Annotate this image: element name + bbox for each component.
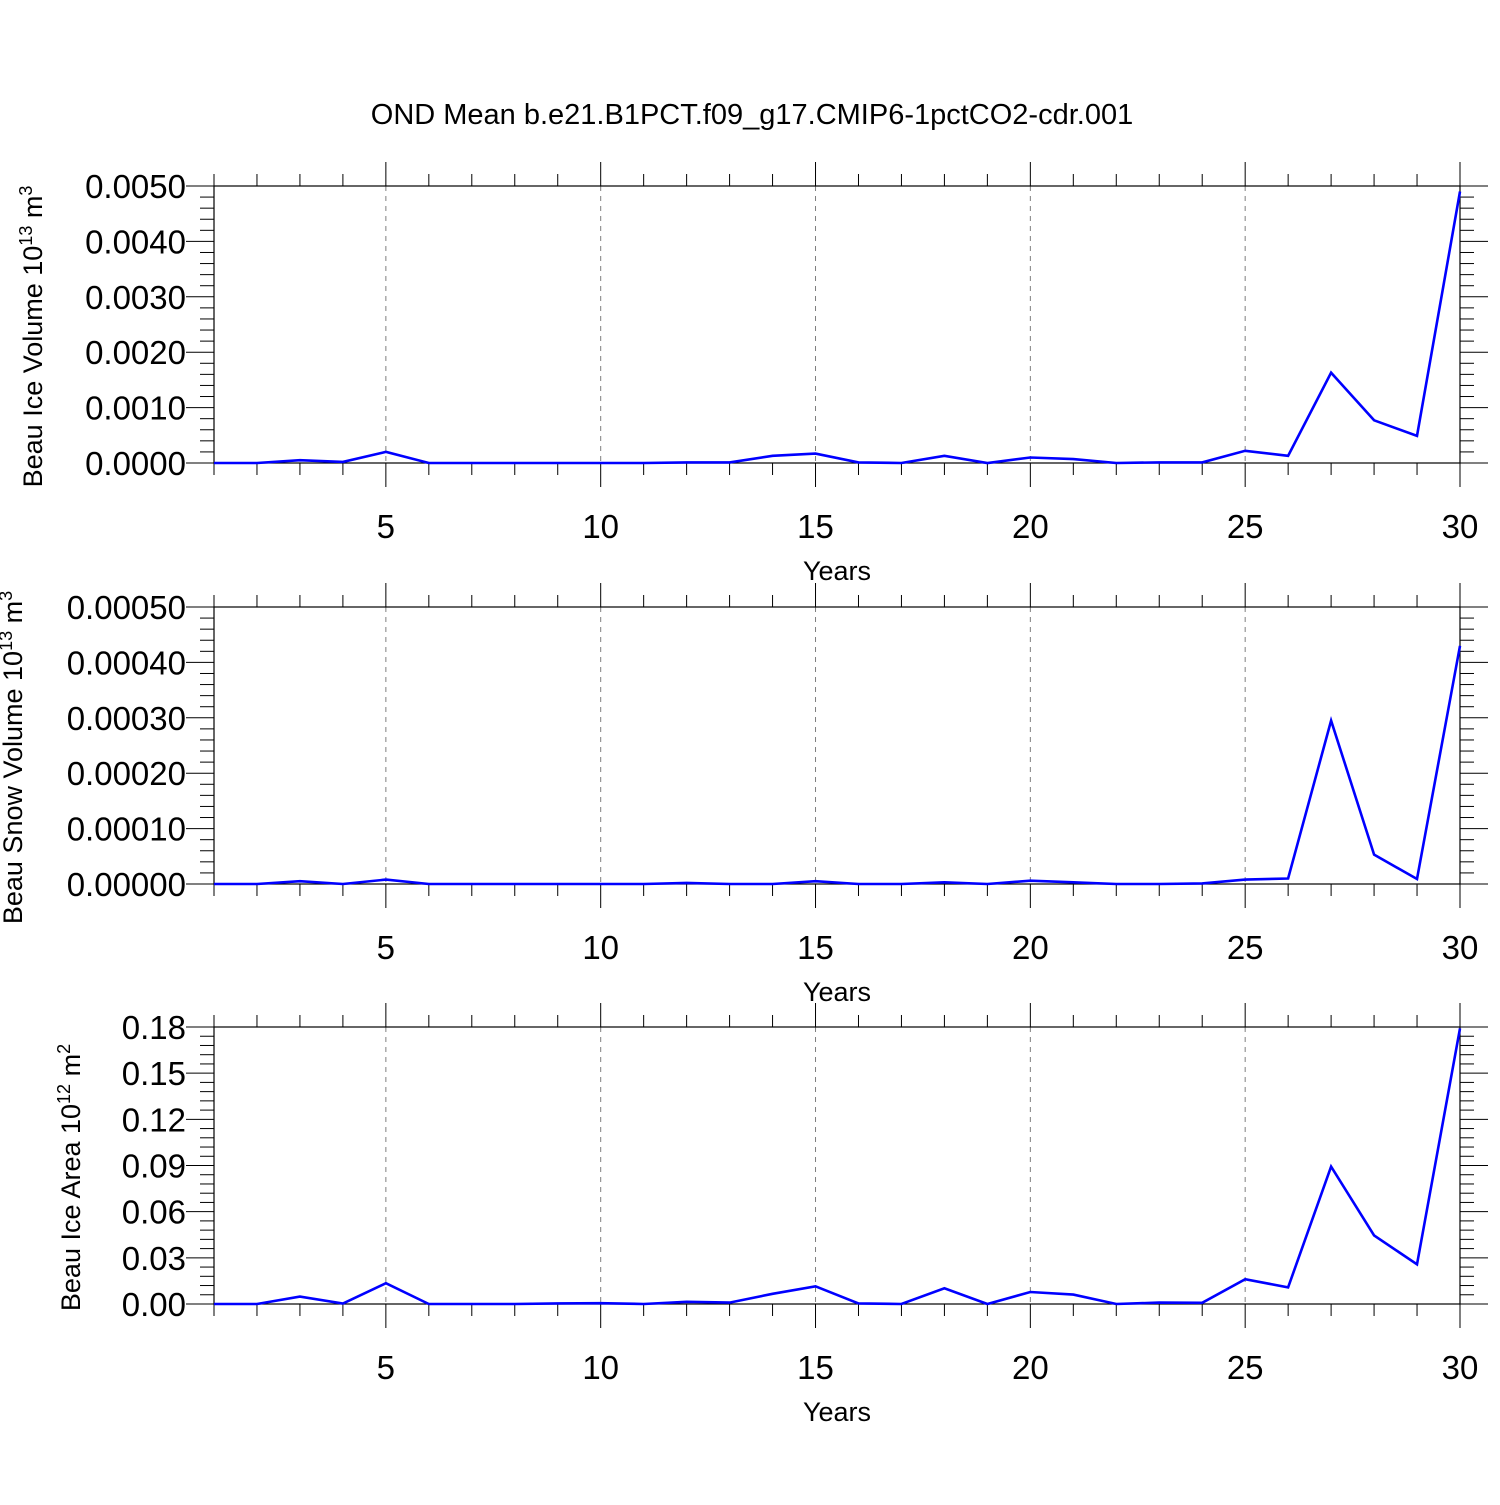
series-line [214, 1028, 1462, 1306]
y-axis-label-text: Beau Ice Volume 10 [18, 246, 48, 488]
y-tick-label: 0.09 [122, 1148, 186, 1185]
y-axis-label-unit-exponent: 3 [16, 186, 36, 196]
y-tick-label: 0.00 [122, 1286, 186, 1323]
x-tick-label: 10 [582, 508, 619, 545]
x-tick-label: 5 [377, 1349, 395, 1386]
x-axis-label: Years [803, 1397, 871, 1427]
y-axis-label-unit: m [0, 601, 28, 631]
y-axis-label-unit-exponent: 2 [54, 1044, 74, 1054]
x-tick-label: 25 [1227, 508, 1264, 545]
x-tick-label: 20 [1012, 508, 1049, 545]
y-tick-label: 0.00030 [67, 700, 186, 737]
x-tick-label: 5 [377, 929, 395, 966]
y-tick-label: 0.0010 [85, 390, 186, 427]
plot-frame [213, 185, 1461, 464]
y-axis-label-text: Beau Ice Area 10 [56, 1104, 86, 1311]
panels: 5 10 15 20 25 30Years0.00000.00100.00200.0030… [0, 162, 1488, 1427]
y-tick-label: 0.15 [122, 1055, 186, 1092]
series-line [214, 645, 1462, 886]
y-tick-label: 0.00040 [67, 644, 186, 681]
x-tick-label: 25 [1227, 929, 1264, 966]
chart-panel-2: 5 10 15 20 25 30 Years 0.00000 0.00010 0.00020 0.0… [0, 583, 1488, 1007]
y-axis-label: Beau Snow Volume 1013 m3 [0, 591, 28, 924]
y-tick-label: 0.06 [122, 1194, 186, 1231]
y-tick-label: 0.18 [122, 1009, 186, 1046]
plot-frame [213, 606, 1461, 885]
y-tick-label: 0.03 [122, 1240, 186, 1277]
y-axis-label-exponent: 13 [16, 226, 36, 246]
x-tick-label: 20 [1012, 1349, 1049, 1386]
y-axis-label-unit-exponent: 3 [0, 591, 16, 601]
x-axis-label: Years [803, 556, 871, 586]
y-axis-label: Beau Ice Area 1012 m2 [54, 1044, 86, 1311]
y-tick-label: 0.00000 [67, 866, 186, 903]
y-tick-label: 0.00050 [67, 589, 186, 626]
x-tick-label: 15 [797, 929, 834, 966]
y-axis-label-exponent: 13 [0, 631, 16, 651]
chart-panel-1: 5 10 15 20 25 30 Years 0.0000 0.0010 0.0020 0.0030… [16, 162, 1488, 586]
x-tick-label: 20 [1012, 929, 1049, 966]
x-tick-label: 30 [1442, 508, 1479, 545]
y-tick-label: 0.00020 [67, 755, 186, 792]
series-line [214, 191, 1462, 465]
x-tick-label: 10 [582, 929, 619, 966]
y-axis-label-unit: m [18, 196, 48, 226]
y-tick-label: 0.00010 [67, 811, 186, 848]
x-tick-label: 25 [1227, 1349, 1264, 1386]
chart-panel-3: 5 10 15 20 25 30 Years 0.00 0.03 0.06 0.09 0.12 0.15… [54, 1003, 1488, 1427]
y-axis-label-unit: m [56, 1054, 86, 1084]
x-tick-label: 30 [1442, 1349, 1479, 1386]
y-axis-label-exponent: 12 [54, 1084, 74, 1104]
y-tick-label: 0.12 [122, 1101, 186, 1138]
x-tick-label: 15 [797, 508, 834, 545]
plot-frame [213, 1026, 1461, 1305]
y-tick-label: 0.0050 [85, 168, 186, 205]
y-tick-label: 0.0000 [85, 445, 186, 482]
y-axis-label-text: Beau Snow Volume 10 [0, 651, 28, 924]
y-axis-label: Beau Ice Volume 1013 m3 [16, 186, 48, 488]
y-tick-label: 0.0030 [85, 279, 186, 316]
chart-title: OND Mean b.e21.B1PCT.f09_g17.CMIP6-1pctC… [371, 99, 1133, 131]
x-tick-label: 15 [797, 1349, 834, 1386]
x-tick-label: 10 [582, 1349, 619, 1386]
x-tick-label: 5 [377, 508, 395, 545]
x-tick-label: 30 [1442, 929, 1479, 966]
x-axis-label: Years [803, 977, 871, 1007]
y-tick-label: 0.0020 [85, 334, 186, 371]
y-tick-label: 0.0040 [85, 223, 186, 260]
